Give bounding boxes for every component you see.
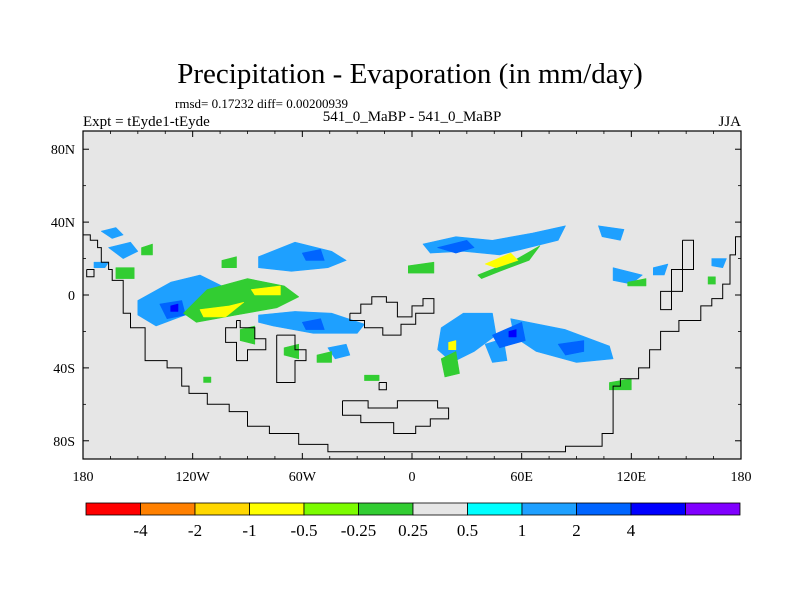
colorbar-swatch-10 <box>630 502 686 516</box>
x-tick-label-0: 180 <box>73 470 94 485</box>
continent-outline-4 <box>342 400 450 434</box>
anomaly-patch-0-13 <box>711 258 727 269</box>
colorbar-swatch-11 <box>685 502 741 516</box>
y-tick-label-0: 80N <box>51 143 75 158</box>
anomaly-patch-3-6 <box>316 351 332 363</box>
anomaly-patch-2-0 <box>170 303 179 312</box>
anomaly-patch-1-2 <box>437 240 475 254</box>
colorbar-swatch-2 <box>194 502 250 516</box>
anomaly-patch-1-4 <box>557 340 585 356</box>
colorbar-label-5: 0.25 <box>398 521 428 540</box>
anomaly-patch-3-3 <box>221 256 237 269</box>
colorbar-swatch-5 <box>358 502 414 516</box>
colorbar-swatch-9 <box>576 502 632 516</box>
subtitle-left: Expt = tEyde1-tEyde <box>83 114 210 130</box>
subtitle-right: JJA <box>718 114 741 130</box>
y-tick-label-1: 40N <box>51 216 75 231</box>
colorbar-swatch-3 <box>249 502 305 516</box>
x-tick-label-1: 120W <box>176 470 211 485</box>
continent-outline-7 <box>86 269 95 278</box>
x-axis: 180 120W 60W 0 60E 120E 180 <box>73 131 752 485</box>
anomaly-patch-0-4 <box>258 241 347 272</box>
anomaly-patch-1-5 <box>301 318 325 330</box>
colorbar-label-1: -2 <box>188 521 202 540</box>
anomaly-patch-1-1 <box>301 249 325 261</box>
anomaly-patch-3-12 <box>627 278 647 287</box>
stats-line: rmsd= 0.17232 diff= 0.00200939 <box>175 96 348 111</box>
colorbar-label-2: -1 <box>242 521 256 540</box>
y-tick-label-4: 80S <box>53 435 75 450</box>
y-axis: 80N 40N 0 40S 80S <box>51 143 741 450</box>
anomaly-patch-2-1 <box>508 329 517 338</box>
anomaly-patch-0-0 <box>101 227 124 239</box>
colorbar-swatch-0 <box>85 502 141 516</box>
continent-outline-1 <box>349 296 435 336</box>
colorbar-label-8: 2 <box>572 521 581 540</box>
anomaly-patch-0-8 <box>437 312 497 363</box>
anomaly-patch-0-1 <box>108 241 139 259</box>
anomaly-patch-4-1 <box>250 285 281 296</box>
colorbar-label-4: -0.25 <box>341 521 376 540</box>
colorbar-label-0: -4 <box>133 521 148 540</box>
colorbar-label-3: -0.5 <box>291 521 318 540</box>
colorbar-swatch-1 <box>140 502 196 516</box>
anomaly-patch-4-2 <box>484 252 519 269</box>
chart-title: Precipitation - Evaporation (in mm/day) <box>177 58 643 90</box>
colorbar-label-6: 0.5 <box>457 521 478 540</box>
anomaly-patch-0-6 <box>327 343 351 360</box>
continent-outline-layer <box>83 234 741 453</box>
anomaly-patch-0-11 <box>598 225 625 241</box>
y-tick-label-2: 0 <box>68 289 75 304</box>
continent-outline-0 <box>83 234 741 453</box>
x-tick-label-2: 60W <box>289 470 317 485</box>
anomaly-patch-3-1 <box>141 243 153 256</box>
anomaly-patch-3-14 <box>203 376 212 383</box>
colorbar-swatch-4 <box>303 502 359 516</box>
anomaly-patch-3-4 <box>239 325 256 345</box>
continent-outline-6 <box>378 382 387 391</box>
colorbar-label-9: 4 <box>627 521 636 540</box>
x-tick-label-3: 0 <box>409 470 416 485</box>
anomaly-patch-3-7 <box>407 261 435 274</box>
continent-outline-3 <box>276 334 307 383</box>
continent-outline-5 <box>660 239 694 311</box>
y-tick-label-3: 40S <box>53 362 75 377</box>
colorbar-swatch-8 <box>521 502 577 516</box>
anomaly-patch-3-11 <box>707 276 716 285</box>
subtitle-center: 541_0_MaBP - 541_0_MaBP <box>323 109 502 125</box>
colorbar-label-7: 1 <box>518 521 527 540</box>
anomaly-patch-3-9 <box>440 351 460 378</box>
continent-outline-2 <box>225 320 267 362</box>
anomaly-patch-4-0 <box>199 301 245 318</box>
x-tick-label-6: 180 <box>731 470 752 485</box>
anomaly-patch-3-13 <box>364 374 380 381</box>
colorbar: -4 -2 -1 -0.5 -0.25 0.25 0.5 1 2 4 <box>85 502 741 540</box>
anomaly-patch-3-0 <box>115 267 135 279</box>
anomaly-patch-layer <box>93 225 727 391</box>
anomaly-patch-4-3 <box>448 340 457 351</box>
x-tick-label-4: 60E <box>510 470 533 485</box>
x-tick-label-5: 120E <box>617 470 647 485</box>
colorbar-swatch-6 <box>412 502 468 516</box>
colorbar-swatch-7 <box>467 502 523 516</box>
anomaly-patch-0-14 <box>652 263 669 276</box>
